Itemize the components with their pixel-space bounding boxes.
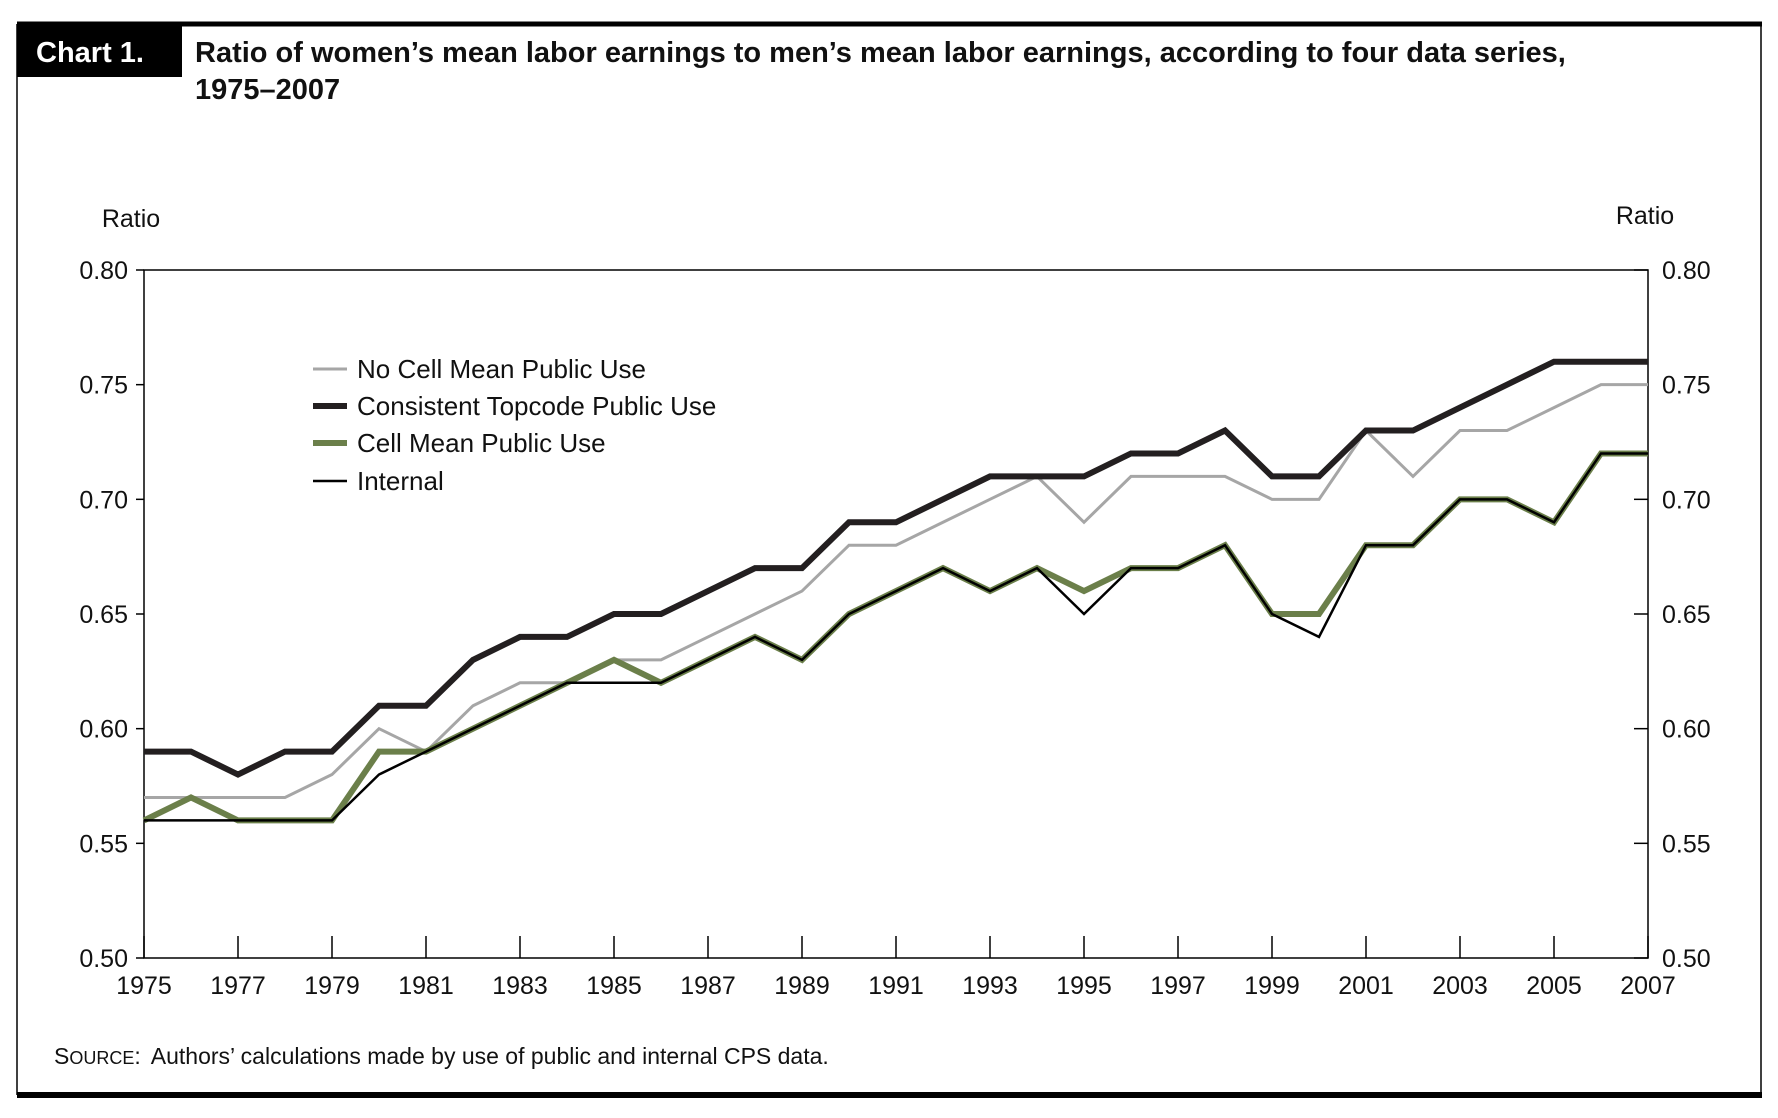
x-tick-label: 1979 [304,972,360,1000]
x-tick-label: 2001 [1338,972,1394,1000]
y-tick-label-right: 0.70 [1662,486,1711,514]
y-tick-label-right: 0.65 [1662,601,1711,629]
x-tick-label: 2003 [1432,972,1488,1000]
x-tick-label: 1985 [586,972,642,1000]
chart-title: Ratio of women’s mean labor earnings to … [195,37,1566,69]
y-tick-label-right: 0.80 [1662,257,1711,285]
chart-title-line2: 1975–2007 [195,74,340,106]
y-tick-label-left: 0.75 [79,372,128,400]
series-line-1 [144,358,1648,778]
y-axis-label-left: Ratio [102,205,160,233]
series-line-2 [142,450,1648,824]
y-axis-label-right: Ratio [1616,202,1674,230]
y-tick-label-left: 0.60 [79,716,128,744]
chart-label-box [17,24,182,77]
legend-label: Cell Mean Public Use [357,428,606,458]
y-tick-label-right: 0.75 [1662,372,1711,400]
y-tick-label-right: 0.50 [1662,945,1711,973]
x-tick-label: 1981 [398,972,454,1000]
y-tick-label-left: 0.80 [79,257,128,285]
source-label: SOURCE: [54,1043,141,1069]
legend-label: Internal [357,466,444,496]
y-tick-label-right: 0.55 [1662,830,1711,858]
y-tick-label-right: 0.60 [1662,716,1711,744]
y-tick-label-left: 0.55 [79,830,128,858]
series-line-0 [144,383,1648,799]
legend-label: No Cell Mean Public Use [357,354,646,384]
chart-label: Chart 1. [36,37,144,69]
x-tick-label: 1975 [116,972,172,1000]
x-tick-label: 1991 [868,972,924,1000]
legend-label: Consistent Topcode Public Use [357,391,716,421]
series-line-3 [144,452,1648,822]
y-tick-label-left: 0.65 [79,601,128,629]
x-tick-label: 1989 [774,972,830,1000]
x-tick-label: 1987 [680,972,736,1000]
x-tick-label: 2005 [1526,972,1582,1000]
source-text: Authors’ calculations made by use of pub… [151,1043,829,1069]
x-tick-label: 1977 [210,972,266,1000]
x-tick-label: 1997 [1150,972,1206,1000]
x-tick-label: 1995 [1056,972,1112,1000]
x-tick-label: 1999 [1244,972,1300,1000]
source-note: SOURCE: Authors’ calculations made by use… [54,1043,829,1069]
y-tick-label-left: 0.50 [79,945,128,973]
x-tick-label: 1983 [492,972,548,1000]
y-tick-label-left: 0.70 [79,486,128,514]
x-tick-label: 1993 [962,972,1018,1000]
x-tick-label: 2007 [1620,972,1676,1000]
